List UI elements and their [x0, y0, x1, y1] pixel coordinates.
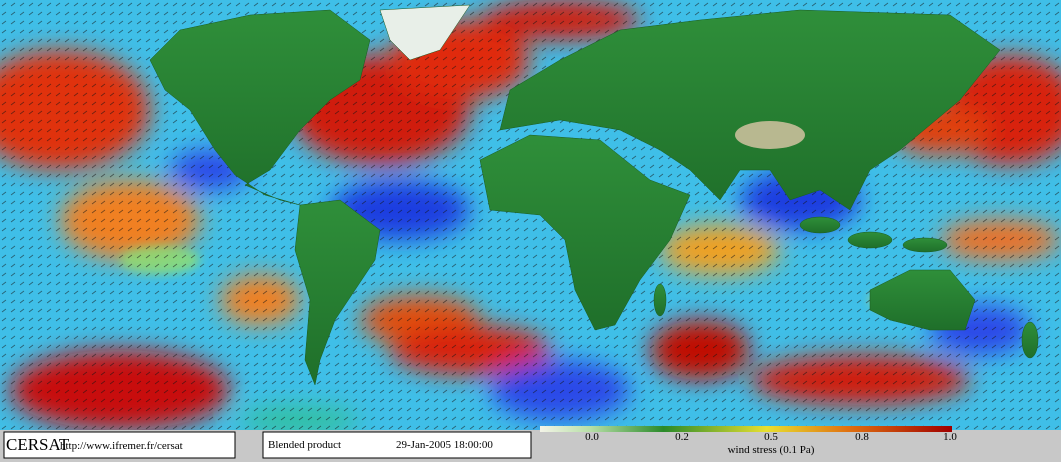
- product: Blended product: [268, 439, 341, 451]
- url: http://www.ifremer.fr/cersat: [60, 440, 183, 452]
- info-box: [262, 431, 532, 459]
- continents: [149, 4, 1039, 386]
- date: 29-Jan-2005 18:00:00: [396, 439, 493, 451]
- logo: CERSAT: [6, 435, 70, 454]
- colorbar-tick: 0.8: [855, 431, 869, 443]
- logo-box: [3, 431, 236, 459]
- colorbar-tick: 0.0: [585, 431, 599, 443]
- colorbar: [540, 426, 952, 432]
- colorbar-tick: 0.5: [764, 431, 778, 443]
- colorbar-tick: 1.0: [943, 431, 957, 443]
- colorbar-label: wind stress (0.1 Pa): [728, 444, 815, 456]
- colorbar-tick: 0.2: [675, 431, 689, 443]
- footer: CERSAT http://www.ifremer.fr/cersat Blen…: [0, 426, 1061, 462]
